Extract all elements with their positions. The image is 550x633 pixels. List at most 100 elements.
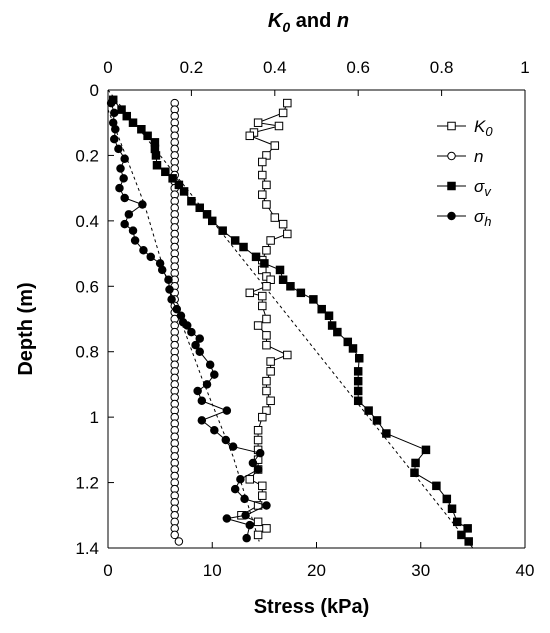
data-point-K0 — [278, 219, 288, 229]
data-point-sigma_v — [202, 210, 212, 219]
data-point-sigma_h — [240, 494, 249, 504]
data-point-n — [170, 530, 179, 540]
data-point-sigma_h — [167, 295, 176, 304]
data-point-sigma_v — [457, 530, 466, 540]
data-point-sigma_h — [253, 465, 263, 474]
data-point-sigma_v — [195, 203, 204, 213]
bottom-tick-label: 40 — [516, 561, 535, 580]
data-point-K0 — [258, 412, 267, 422]
data-point-sigma_h — [120, 219, 129, 229]
legend-marker — [447, 181, 456, 191]
data-point-K0 — [270, 213, 280, 222]
data-point-sigma_h — [128, 226, 138, 235]
data-point-K0 — [262, 524, 271, 533]
data-point-K0 — [245, 288, 255, 298]
data-point-sigma_v — [117, 105, 126, 114]
data-point-sigma_v — [174, 180, 184, 190]
y-tick-label: 0.6 — [75, 277, 99, 296]
data-point-sigma_h — [146, 252, 155, 262]
legend-label-main: σ — [474, 177, 485, 196]
data-point-sigma_v — [317, 304, 326, 314]
data-point-sigma_h — [110, 108, 119, 118]
data-point-sigma_h — [222, 514, 232, 523]
data-point-sigma_v — [151, 151, 161, 160]
bottom-tick-label: 20 — [307, 561, 326, 580]
data-point-K0 — [253, 435, 263, 445]
top-axis-title-and: and — [290, 10, 337, 32]
data-point-sigma_v — [324, 311, 334, 320]
data-point-sigma_h — [114, 144, 123, 154]
data-point-K0 — [266, 396, 275, 406]
data-point-sigma_h — [242, 533, 251, 543]
data-point-sigma_h — [139, 246, 148, 255]
data-point-sigma_h — [197, 416, 207, 425]
data-point-sigma_h — [164, 275, 173, 284]
data-point-sigma_h — [222, 406, 232, 415]
data-point-sigma_v — [260, 259, 269, 268]
data-point-sigma_v — [447, 504, 457, 513]
data-point-sigma_h — [195, 334, 204, 343]
legend-label-subscript: 0 — [485, 124, 493, 139]
data-point-sigma_v — [152, 160, 162, 170]
data-point-sigma_v — [179, 187, 189, 196]
data-point-sigma_h — [138, 200, 147, 209]
data-point-sigma_h — [119, 174, 128, 183]
data-point-sigma_v — [218, 226, 227, 235]
data-point-sigma_h — [210, 370, 219, 379]
data-point-K0 — [253, 321, 263, 330]
data-point-sigma_h — [245, 520, 255, 530]
data-point-sigma_h — [221, 435, 231, 445]
tick-marks — [107, 89, 526, 549]
legend-item: σh — [437, 207, 492, 229]
data-point-sigma_h — [248, 458, 258, 468]
data-point-sigma_v — [354, 354, 364, 363]
series-K0 — [237, 98, 292, 540]
data-point-sigma_v — [137, 125, 146, 134]
legend-label: σh — [474, 207, 492, 229]
bottom-tick-label: 0 — [103, 561, 112, 580]
legend-label-main: K — [474, 117, 486, 136]
legend-item: σv — [437, 177, 492, 199]
legend-label-main: n — [474, 147, 483, 166]
data-point-K0 — [278, 108, 288, 118]
data-point-sigma_v — [161, 167, 170, 177]
legend-label: σv — [474, 177, 492, 199]
data-point-sigma_v — [122, 111, 132, 121]
data-point-K0 — [245, 131, 255, 141]
data-point-sigma_v — [372, 416, 382, 425]
data-point-sigma_v — [464, 537, 473, 546]
data-point-sigma_v — [364, 406, 373, 415]
data-point-K0 — [258, 491, 267, 500]
data-point-sigma_h — [172, 304, 182, 314]
data-point-K0 — [253, 517, 263, 527]
data-point-sigma_h — [124, 210, 134, 219]
legend-label: n — [474, 147, 483, 166]
data-point-sigma_h — [228, 442, 238, 451]
data-point-sigma_v — [208, 216, 217, 226]
data-point-sigma_v — [286, 282, 295, 291]
data-point-K0 — [270, 141, 280, 150]
data-point-K0 — [258, 481, 267, 491]
data-point-sigma_h — [236, 475, 245, 484]
data-point-K0 — [258, 157, 267, 167]
trendline-sigma_v — [107, 89, 474, 549]
data-point-sigma_v — [348, 344, 358, 353]
top-axis-title-k-subscript: 0 — [282, 19, 290, 35]
data-point-K0 — [253, 425, 263, 435]
series-n — [170, 98, 184, 546]
data-point-sigma_h — [187, 327, 196, 337]
legend-label-subscript: h — [484, 214, 491, 229]
data-point-K0 — [262, 180, 271, 190]
data-point-sigma_v — [168, 174, 177, 183]
trendline-sigma_h — [107, 109, 260, 542]
data-point-sigma_v — [442, 494, 452, 504]
data-point-sigma_v — [463, 524, 472, 533]
legend-label: K0 — [474, 117, 493, 139]
data-series — [106, 95, 473, 546]
data-point-sigma_h — [116, 164, 125, 173]
data-point-sigma_v — [309, 295, 318, 304]
data-point-sigma_v — [333, 327, 342, 337]
top-tick-label: 0.8 — [430, 58, 454, 77]
data-point-sigma_v — [452, 517, 462, 527]
data-point-sigma_v — [353, 396, 363, 406]
